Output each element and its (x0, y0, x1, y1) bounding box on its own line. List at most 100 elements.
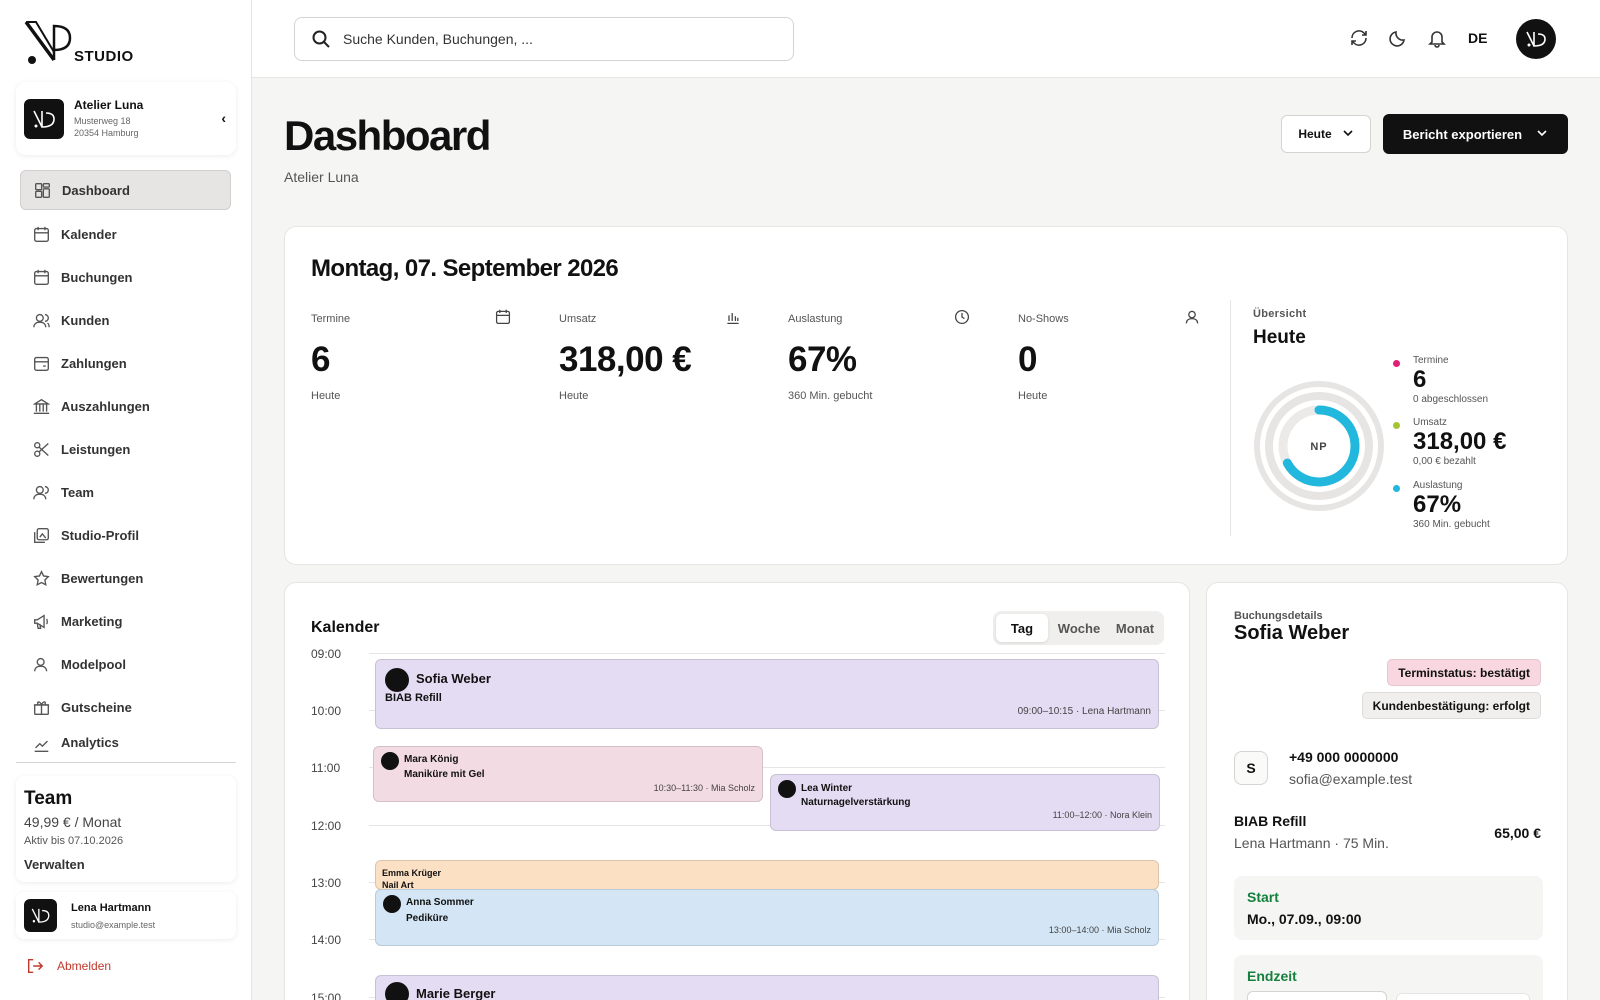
avatar (778, 780, 796, 798)
brand-logo[interactable]: STUDIO (24, 20, 144, 66)
chart-icon (32, 735, 50, 753)
sidebar-item-analytics[interactable]: Analytics (20, 729, 231, 755)
avatar (385, 668, 409, 692)
bank-icon (32, 398, 50, 416)
sidebar-item-gutscheine[interactable]: Gutscheine (20, 686, 231, 729)
date-range-select[interactable]: Heute (1281, 115, 1371, 153)
avatar (381, 752, 399, 770)
avatar (24, 899, 57, 932)
stat-termine: Termine 6 Heute (311, 313, 511, 402)
stat-sub: Heute (1018, 390, 1048, 402)
export-report-button[interactable]: Bericht exportieren (1383, 114, 1568, 154)
calendar-event[interactable]: Sofia Weber BIAB Refill 09:00–10:15 · Le… (375, 659, 1159, 729)
refresh-icon[interactable] (1349, 28, 1371, 50)
bell-icon[interactable] (1427, 28, 1449, 50)
calendar-view-switch: Tag Woche Monat (993, 611, 1164, 645)
plan-card: Team 49,99 € / Monat Aktiv bis 07.10.202… (16, 776, 236, 882)
sidebar-divider (16, 762, 236, 763)
sidebar-item-kunden[interactable]: Kunden (20, 299, 231, 342)
moon-icon[interactable] (1388, 28, 1410, 50)
sidebar-item-dashboard[interactable]: Dashboard (20, 170, 231, 210)
sidebar-item-modelpool[interactable]: Modelpool (20, 643, 231, 686)
stat-label: Umsatz (559, 313, 597, 325)
event-service: Naturnagelverstärkung (801, 797, 911, 808)
confirmation-badge: Kundenbestätigung: erfolgt (1361, 692, 1541, 719)
end-time-input[interactable] (1247, 991, 1387, 1000)
end-time-select[interactable] (1396, 993, 1530, 1000)
image-icon (32, 527, 50, 545)
event-service: Nail Art (382, 880, 414, 890)
user-name: Lena Hartmann (71, 902, 152, 914)
sidebar-item-leistungen[interactable]: Leistungen (20, 428, 231, 471)
overview-title: Heute (1253, 327, 1306, 348)
sidebar-item-team[interactable]: Team (20, 471, 231, 514)
sidebar-item-label: Kalender (61, 227, 117, 242)
hour-line (369, 825, 1165, 826)
sidebar-item-auszahlungen[interactable]: Auszahlungen (20, 385, 231, 428)
avatar (383, 895, 401, 913)
user-card[interactable]: Lena Hartmann studio@example.test (16, 892, 236, 939)
sidebar-item-studio-profil[interactable]: Studio-Profil (20, 514, 231, 557)
sidebar-item-marketing[interactable]: Marketing (20, 600, 231, 643)
event-time: 10:30–11:30 · Mia Scholz (653, 783, 755, 793)
calendar-event[interactable]: Emma Krüger Nail Art (375, 860, 1159, 890)
logo-text: STUDIO (74, 48, 134, 65)
sidebar-item-label: Modelpool (61, 657, 126, 672)
sidebar-item-kalender[interactable]: Kalender (20, 213, 231, 256)
stat-sub: 360 Min. gebucht (788, 390, 873, 402)
overview-item-value: 318,00 € (1413, 428, 1507, 455)
search-bar[interactable] (294, 17, 794, 61)
language-switch[interactable]: DE (1468, 30, 1488, 46)
overview-item-label: Umsatz (1413, 417, 1447, 428)
tab-tag[interactable]: Tag (996, 614, 1048, 642)
calendar-event[interactable]: Marie Berger (375, 975, 1159, 1000)
page-subtitle: Atelier Luna (284, 169, 359, 185)
chevron-down-icon (1536, 127, 1548, 142)
event-client: Marie Berger (416, 986, 496, 1000)
start-value: Mo., 07.09., 09:00 (1247, 911, 1362, 927)
topbar: DE (252, 0, 1600, 78)
search-input[interactable] (343, 31, 743, 47)
hour-label: 09:00 (311, 647, 342, 661)
collapse-chevron-icon[interactable]: ‹ (221, 110, 226, 126)
calendar-event[interactable]: Anna Sommer Pediküre 13:00–14:00 · Mia S… (375, 889, 1159, 946)
sidebar-item-buchungen[interactable]: Buchungen (20, 256, 231, 299)
sidebar-item-bewertungen[interactable]: Bewertungen (20, 557, 231, 600)
booking-service: BIAB Refill (1234, 813, 1307, 829)
start-label: Start (1247, 889, 1279, 905)
stat-label: No-Shows (1018, 313, 1069, 325)
overview-item-sub: 360 Min. gebucht (1413, 519, 1490, 530)
end-label: Endzeit (1247, 968, 1297, 984)
stat-label: Auslastung (788, 313, 843, 325)
event-time: 13:00–14:00 · Mia Scholz (1048, 925, 1151, 935)
tab-woche[interactable]: Woche (1057, 620, 1101, 636)
hour-label: 12:00 (311, 819, 342, 833)
event-client: Emma Krüger (382, 868, 442, 878)
booking-label: Buchungsdetails (1234, 610, 1323, 622)
hour-line (369, 653, 1165, 654)
plan-manage-link[interactable]: Verwalten (24, 857, 85, 872)
user-icon (1184, 309, 1200, 330)
grid-icon (33, 181, 51, 199)
end-time-box: Endzeit (1234, 955, 1543, 1000)
client-phone[interactable]: +49 000 0000000 (1289, 749, 1399, 765)
avatar (385, 982, 409, 1000)
stat-value: 0 (1018, 340, 1037, 379)
stats-card: Montag, 07. September 2026 Termine 6 Heu… (284, 226, 1568, 565)
calendar-event[interactable]: Mara König Maniküre mit Gel 10:30–11:30 … (373, 746, 763, 802)
users-icon (32, 312, 50, 330)
ring-progress-arc (1278, 405, 1360, 487)
booking-meta: Lena Hartmann · 75 Min. (1234, 835, 1389, 851)
avatar[interactable] (1516, 19, 1556, 59)
tab-monat[interactable]: Monat (1115, 620, 1155, 636)
series-dot (1393, 485, 1400, 492)
sidebar-item-label: Dashboard (62, 182, 130, 198)
calendar-event[interactable]: Lea Winter Naturnagelverstärkung 11:00–1… (770, 774, 1160, 831)
client-email[interactable]: sofia@example.test (1289, 771, 1413, 787)
sidebar-nav: Dashboard Kalender Buchungen Kunden Zahl… (20, 170, 231, 755)
logo-mark-icon (24, 20, 72, 64)
logout-button[interactable]: Abmelden (26, 957, 111, 975)
stat-no-shows: No-Shows 0 Heute (1018, 313, 1218, 402)
studio-switcher[interactable]: Atelier Luna Musterweg 18 20354 Hamburg … (16, 82, 236, 155)
sidebar-item-zahlungen[interactable]: Zahlungen (20, 342, 231, 385)
